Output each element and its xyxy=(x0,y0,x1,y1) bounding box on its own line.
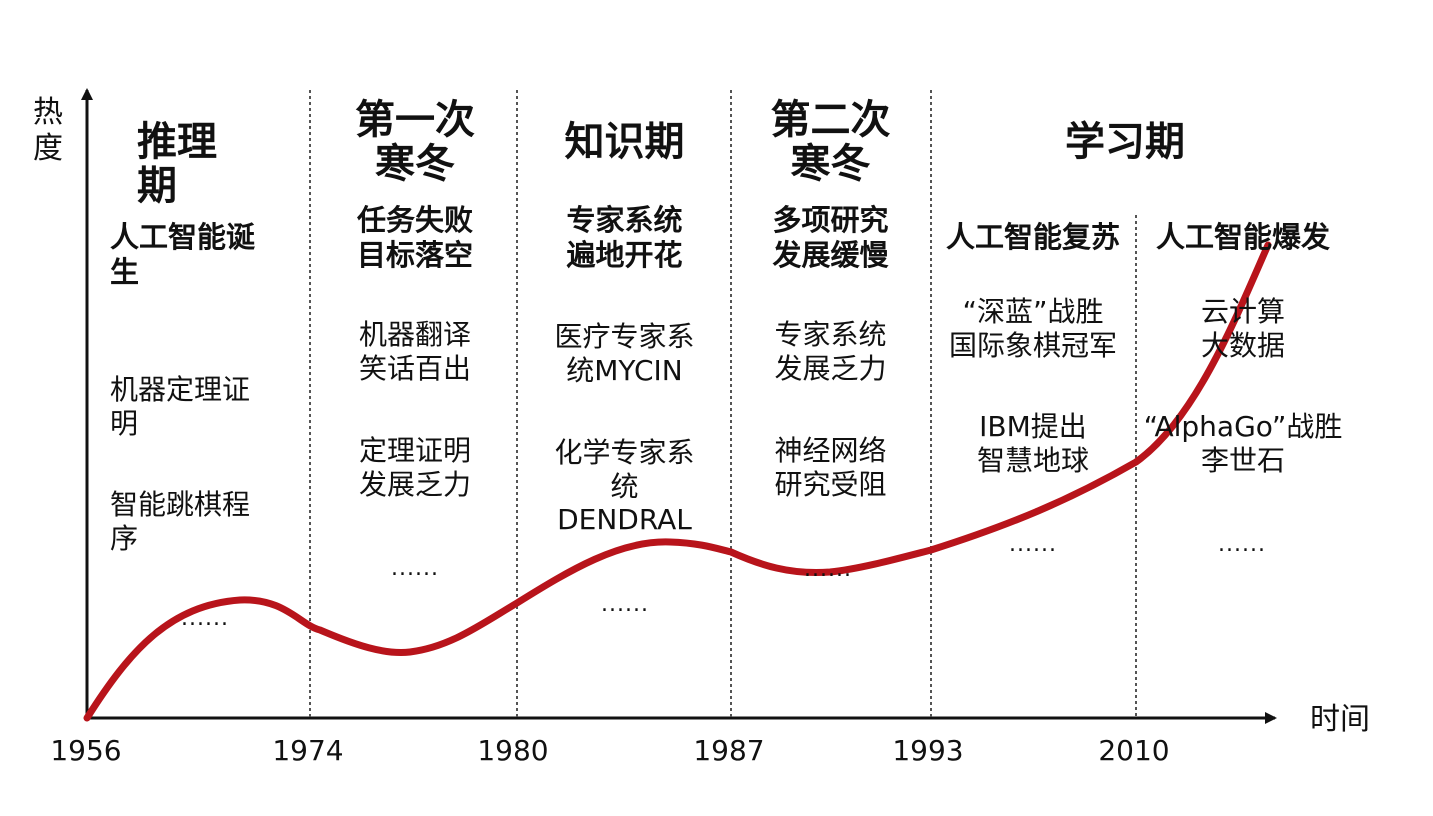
year-label: 1993 xyxy=(892,734,964,767)
ellipsis: ...... xyxy=(1218,532,1266,557)
year-label: 1974 xyxy=(272,734,344,767)
period-title: 第一次 寒冬 xyxy=(355,97,475,187)
year-label: 1987 xyxy=(693,734,765,767)
period-title: 推理 期 xyxy=(137,119,217,209)
year-label: 1956 xyxy=(50,734,122,767)
y-axis-label: 热 度 xyxy=(33,95,63,166)
period-subtitle: 专家系统 遍地开花 xyxy=(566,203,683,272)
year-label: 2010 xyxy=(1098,734,1170,767)
period-subtitle: 多项研究 发展缓慢 xyxy=(772,203,889,272)
ellipsis: ...... xyxy=(391,556,439,581)
ellipsis: ...... xyxy=(1009,532,1057,557)
period-item: 专家系统 发展乏力 xyxy=(774,318,887,385)
period-item: 定理证明 发展乏力 xyxy=(358,434,471,501)
ellipsis: ...... xyxy=(804,557,852,582)
period-item: 机器定理证 明 xyxy=(110,373,251,440)
period-item: 机器翻译 笑话百出 xyxy=(358,318,471,385)
period-subtitle: 人工智能诞 生 xyxy=(110,220,256,289)
period-subtitle: 任务失败 目标落空 xyxy=(356,203,473,272)
period-title: 知识期 xyxy=(564,119,685,165)
period-item: “AlphaGo”战胜 李世石 xyxy=(1143,410,1343,477)
period-item: 化学专家系 统 DENDRAL xyxy=(554,436,695,537)
period-item: 神经网络 研究受阻 xyxy=(774,434,887,501)
x-axis-label: 时间 xyxy=(1310,702,1370,737)
period-item: IBM提出 智慧地球 xyxy=(976,410,1089,477)
period-subtitle: 人工智能爆发 xyxy=(1155,220,1330,254)
ellipsis: ...... xyxy=(601,592,649,617)
period-title: 第二次 寒冬 xyxy=(770,97,891,187)
year-label: 1980 xyxy=(477,734,549,767)
ellipsis: ...... xyxy=(181,606,229,631)
period-subtitle: 人工智能复苏 xyxy=(945,220,1120,254)
period-item: 医疗专家系 统MYCIN xyxy=(554,320,695,387)
period-title: 学习期 xyxy=(1065,119,1185,165)
heat-curve xyxy=(83,241,1272,722)
period-item: “深蓝”战胜 国际象棋冠军 xyxy=(948,295,1117,362)
period-item: 云计算 大数据 xyxy=(1200,295,1285,362)
period-item: 智能跳棋程 序 xyxy=(110,488,251,555)
